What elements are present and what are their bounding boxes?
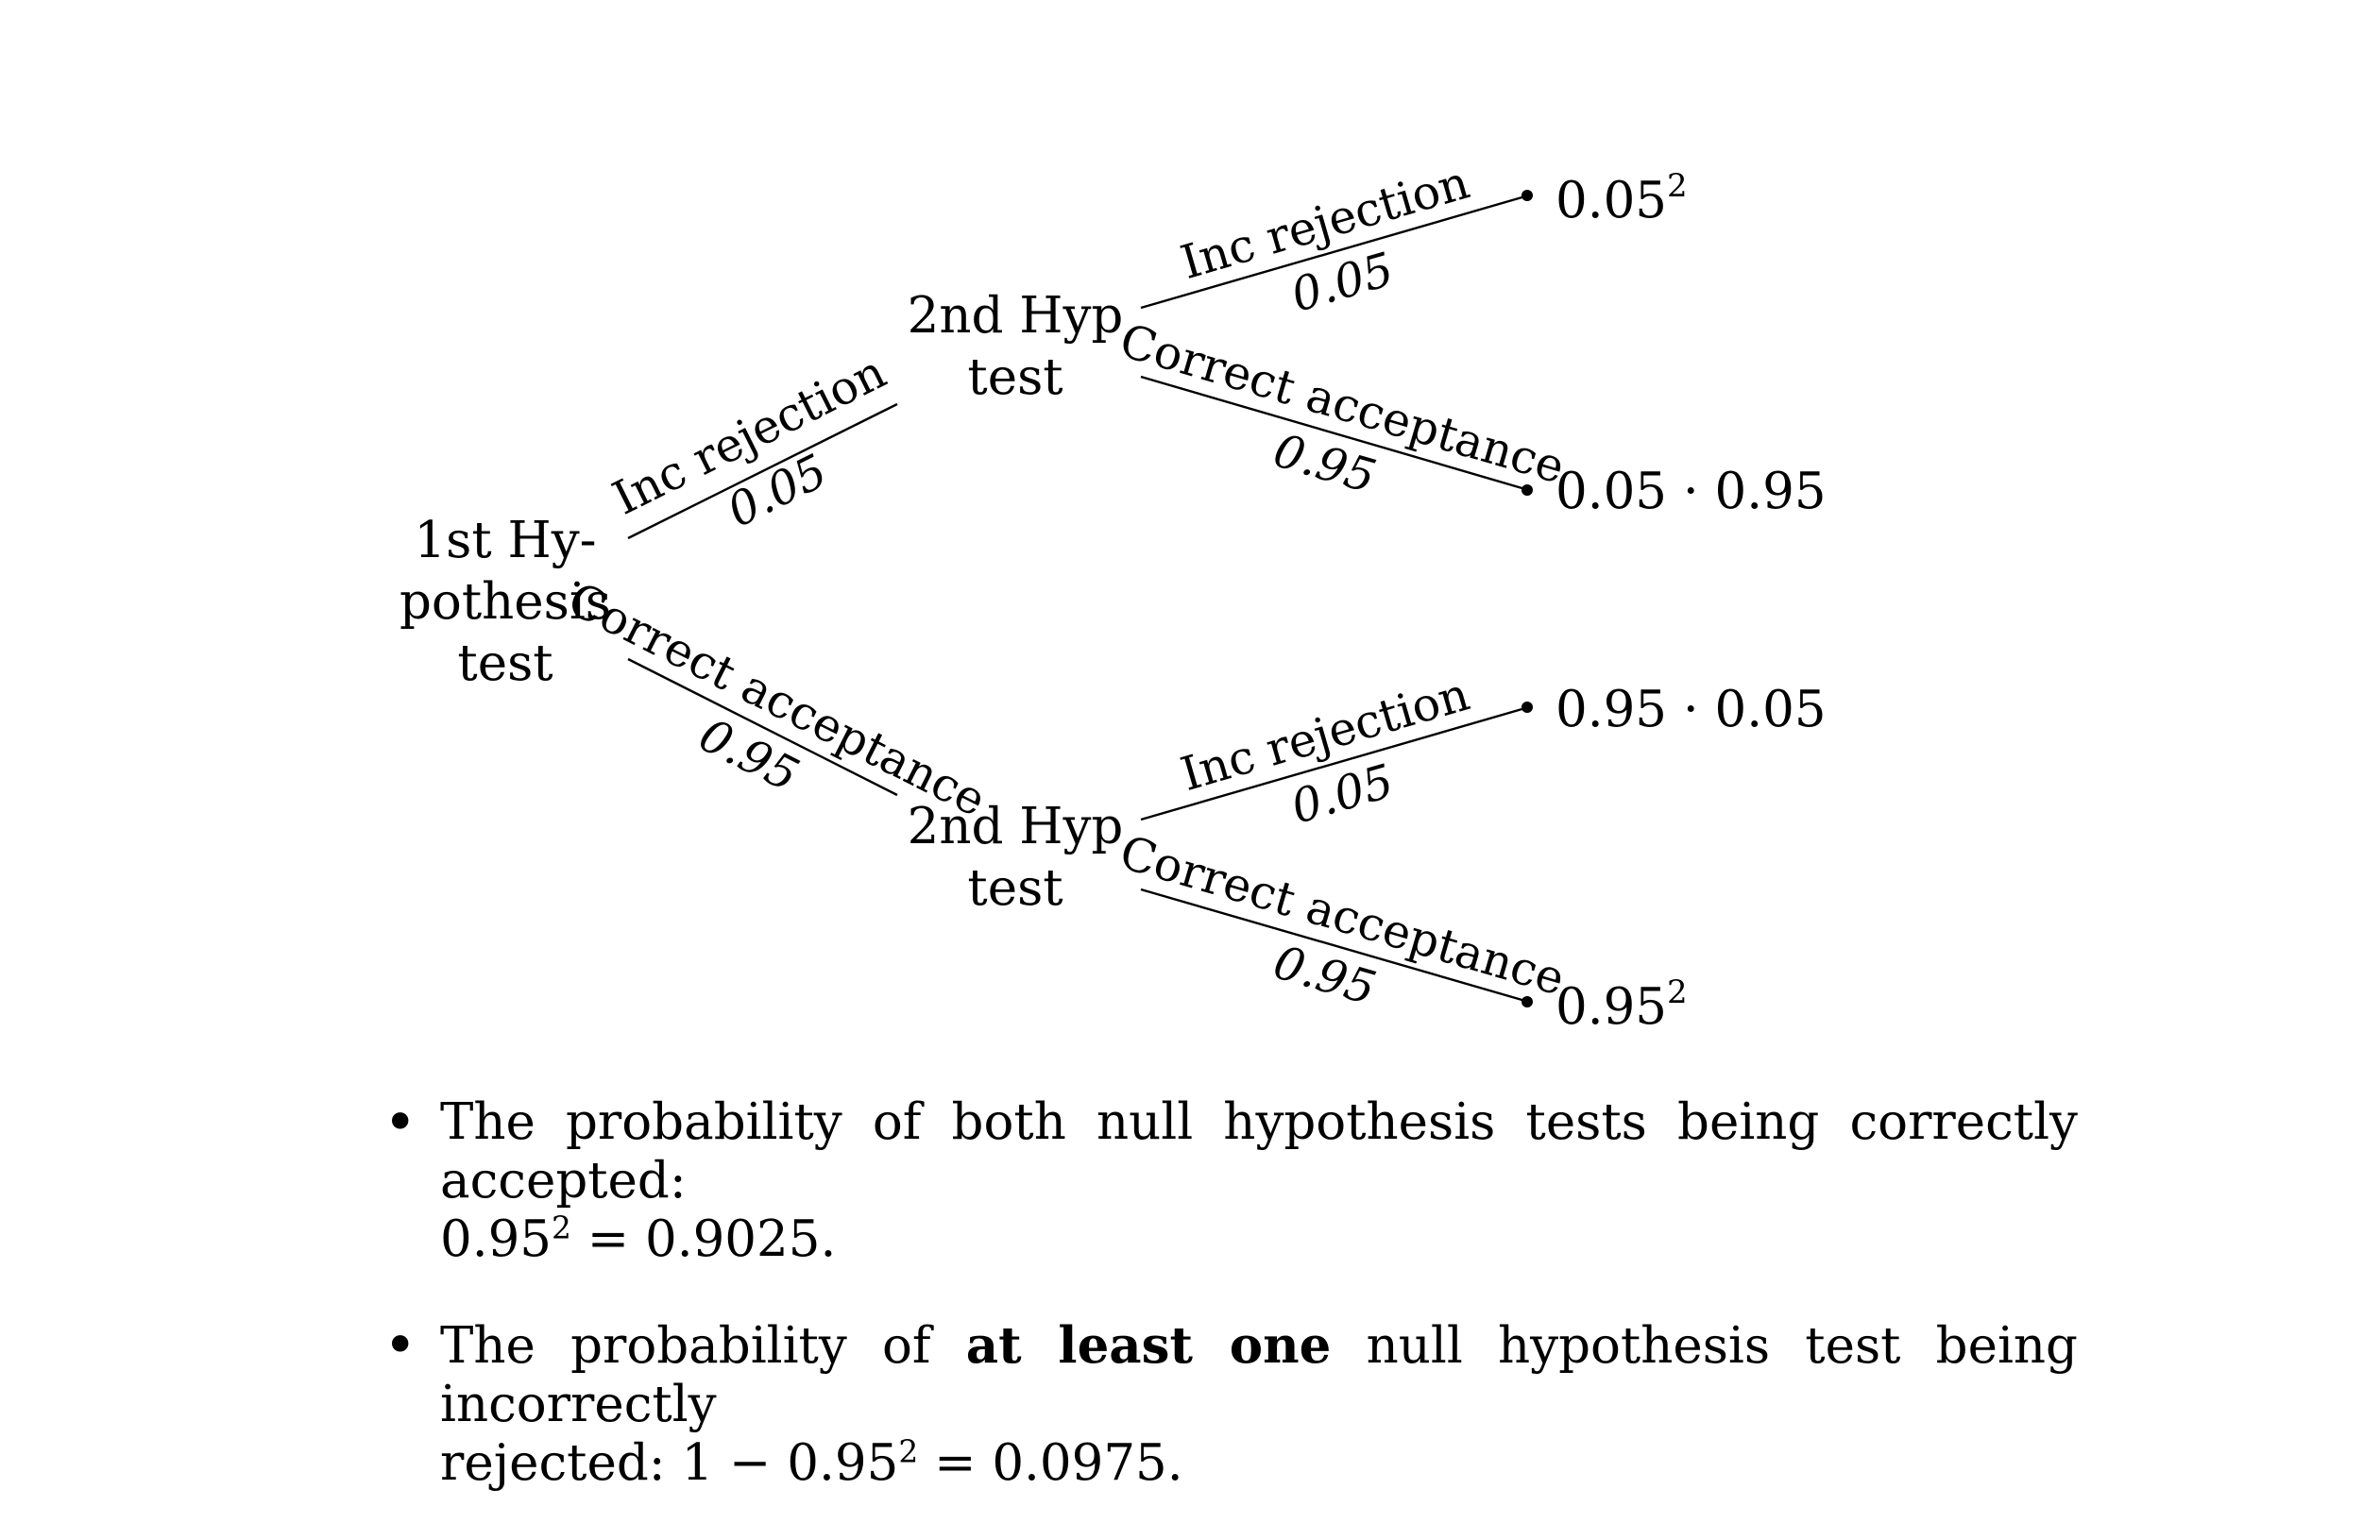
bottom-2nd-node-line-1: 2nd Hyp <box>908 798 1124 855</box>
bullet-2-post: null hypothesis test being incorrectly <box>440 1317 2078 1433</box>
root-node-line-1: 1st Hy- <box>414 512 596 569</box>
leaf-dot-3 <box>1522 702 1533 713</box>
bullet-1-math: 0.952 = 0.9025. <box>440 1210 2078 1269</box>
bullet-2-bold: at least one <box>965 1316 1332 1375</box>
root-node-line-2: pothesis <box>400 573 611 631</box>
bullet-2-math-rest: = 0.0975. <box>918 1434 1183 1492</box>
bullet-2-pre: The probability of <box>440 1317 966 1375</box>
bullet-item-at-least-one-rejected: The probability of at least one null hyp… <box>378 1316 2078 1493</box>
edge-line-bottom-top <box>1140 706 1526 821</box>
edge-line-root-bottom <box>627 657 898 797</box>
leaf-label-1-sup: 2 <box>1667 167 1688 205</box>
leaf-label-4-sup: 2 <box>1667 973 1688 1011</box>
leaf-label-2: 0.05 · 0.95 <box>1556 463 1827 520</box>
leaf-label-1: 0.052 <box>1556 167 1688 229</box>
leaf-dot-4 <box>1522 996 1533 1007</box>
bottom-2nd-node-line-2: test <box>967 859 1062 917</box>
root-node: 1st Hy- pothesis test <box>400 512 611 692</box>
top-2nd-node-line-1: 2nd Hyp <box>908 287 1124 345</box>
leaf-label-1-base: 0.05 <box>1556 172 1667 229</box>
probability-bullets: The probability of both null hypothesis … <box>378 1093 2078 1540</box>
leaf-dot-1 <box>1522 190 1533 201</box>
top-2nd-node: 2nd Hyp test <box>908 287 1124 406</box>
bottom-2nd-node: 2nd Hyp test <box>908 798 1124 917</box>
leaf-label-3: 0.95 · 0.05 <box>1556 681 1827 738</box>
bullet-1-math-rest: = 0.9025. <box>570 1210 837 1268</box>
bullet-1-math-base: 0.95 <box>440 1210 552 1268</box>
bullet-1-text: The probability of both null hypothesis … <box>440 1093 2078 1210</box>
leaf-label-4: 0.952 <box>1556 973 1688 1036</box>
edge-line-top-top <box>1140 195 1526 310</box>
top-2nd-node-line-2: test <box>967 348 1062 406</box>
bullet-item-both-accepted: The probability of both null hypothesis … <box>378 1093 2078 1269</box>
leaf-dot-2 <box>1522 484 1533 496</box>
edge-line-bottom-bottom <box>1140 888 1526 1003</box>
bullet-1-math-sup: 2 <box>552 1209 571 1246</box>
bullet-2-math-sup: 2 <box>898 1432 919 1470</box>
bullet-2-line2-pre: rejected: 1 − 0.95 <box>440 1434 899 1492</box>
edge-line-top-bottom <box>1140 375 1526 491</box>
bullet-2-math: rejected: 1 − 0.952 = 0.0975. <box>440 1434 2078 1493</box>
probability-tree-diagram: 1st Hy- pothesis test 2nd Hyp test 2nd H… <box>400 156 1827 1036</box>
edge-line-root-top <box>627 402 898 540</box>
root-node-line-3: test <box>457 635 552 692</box>
leaf-label-4-base: 0.95 <box>1556 978 1667 1036</box>
